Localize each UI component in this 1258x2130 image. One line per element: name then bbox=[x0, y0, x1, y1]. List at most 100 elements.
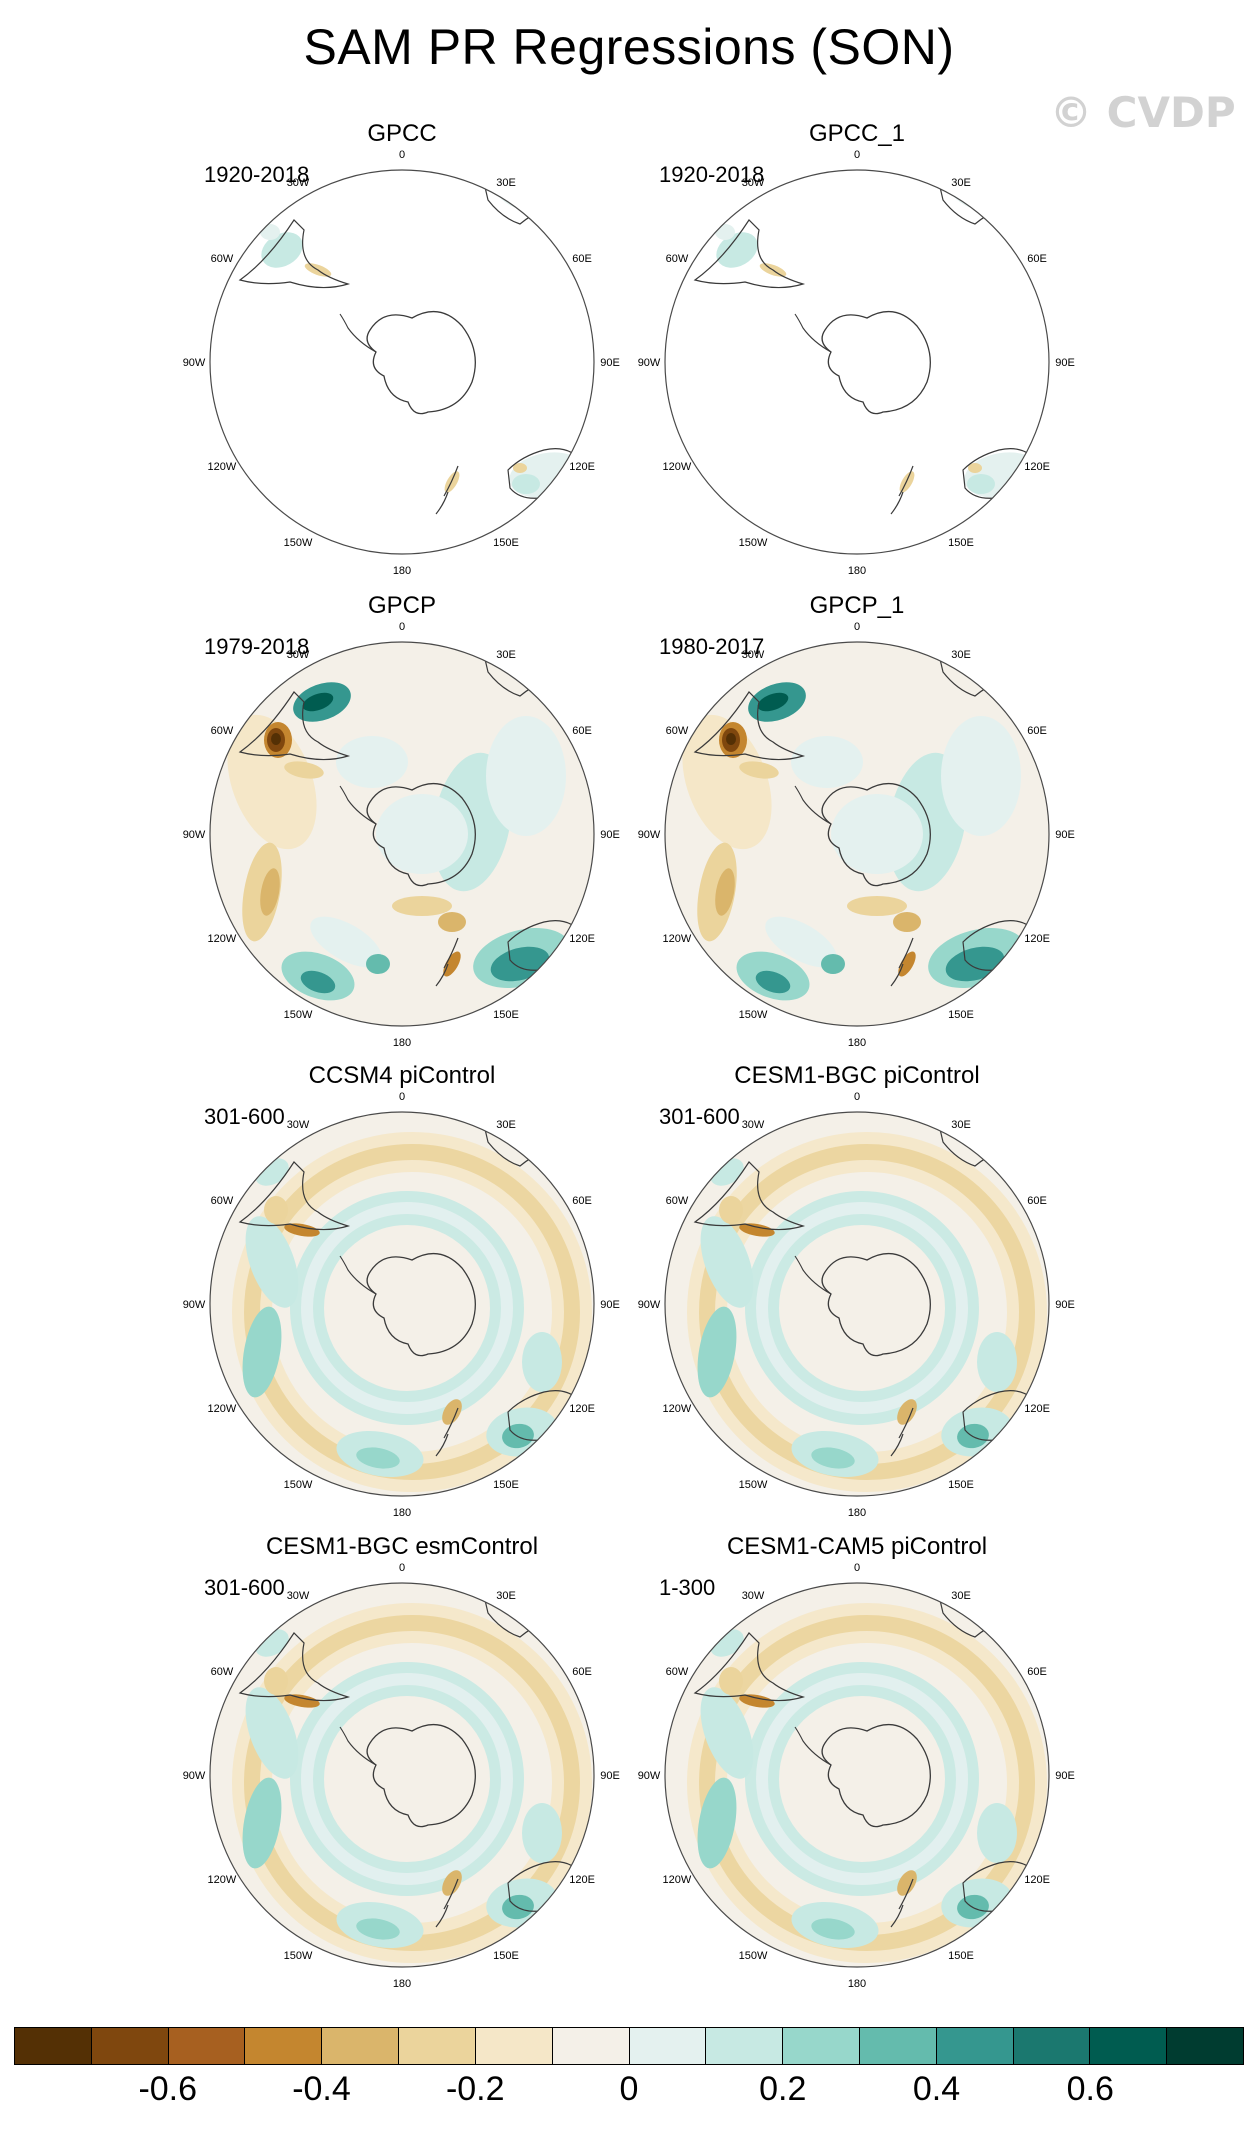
longitude-label: 30E bbox=[951, 177, 971, 189]
longitude-label: 180 bbox=[848, 1978, 866, 1990]
antarctica-outline bbox=[366, 1723, 476, 1828]
new-zealand-outline bbox=[890, 937, 914, 987]
panel-period: 301-600 bbox=[659, 1104, 740, 1129]
colorbar-box bbox=[936, 2028, 1014, 2064]
panel-title: GPCP bbox=[367, 592, 436, 619]
polar-stereographic-map: 0 30E 60E 90E 120E 150E 180 150W 120W 90W 60W 30W bbox=[183, 621, 620, 1049]
antarctica-outline bbox=[366, 782, 476, 887]
panel-title: GPCC_1 bbox=[808, 120, 906, 147]
panel-period: 301-600 bbox=[204, 1104, 285, 1129]
longitude-label: 90E bbox=[600, 1299, 620, 1311]
longitude-label: 90W bbox=[638, 1299, 661, 1311]
longitude-label: 120W bbox=[663, 1874, 692, 1886]
longitude-label: 60E bbox=[1027, 1195, 1047, 1207]
longitude-label: 60E bbox=[1027, 253, 1047, 265]
longitude-label: 30W bbox=[287, 1119, 310, 1131]
map-boundary bbox=[664, 641, 1050, 1027]
map-boundary bbox=[209, 641, 595, 1027]
longitude-label: 90W bbox=[638, 1770, 661, 1782]
new-zealand-outline bbox=[890, 1878, 914, 1928]
longitude-label: 60E bbox=[1027, 1666, 1047, 1678]
longitude-label: 0 bbox=[399, 1091, 405, 1103]
new-zealand-outline bbox=[435, 465, 459, 515]
longitude-label: 120W bbox=[663, 933, 692, 945]
longitude-label: 120E bbox=[569, 1403, 595, 1415]
longitude-label: 0 bbox=[854, 1562, 860, 1574]
longitude-label: 60W bbox=[666, 253, 689, 265]
longitude-label: 0 bbox=[399, 1562, 405, 1574]
cvdp-watermark: © CVDP bbox=[1050, 88, 1236, 137]
south-america-outline bbox=[693, 1632, 806, 1702]
longitude-label: 150E bbox=[493, 1950, 519, 1962]
map-boundary bbox=[209, 1582, 595, 1968]
longitude-label: 90E bbox=[1055, 1770, 1075, 1782]
map-panel: GPCC_1 1920-2018 0 30E 60E 90E 120E 150E 180 150W… bbox=[577, 120, 1137, 590]
panel-title: CESM1-BGC piControl bbox=[734, 1062, 980, 1089]
longitude-label: 150E bbox=[948, 537, 974, 549]
colorbar-box bbox=[91, 2028, 169, 2064]
longitude-label: 60W bbox=[666, 1666, 689, 1678]
polar-stereographic-map: 0 30E 60E 90E 120E 150E 180 150W 120W 90W 60W 30W bbox=[638, 149, 1075, 577]
longitude-label: 90W bbox=[183, 1770, 206, 1782]
longitude-label: 150W bbox=[739, 1479, 768, 1491]
polar-stereographic-map: 0 30E 60E 90E 120E 150E 180 150W 120W 90W 60W 30W bbox=[638, 621, 1075, 1049]
longitude-label: 60E bbox=[572, 1195, 592, 1207]
panel-title: CESM1-CAM5 piControl bbox=[726, 1533, 988, 1560]
longitude-label: 0 bbox=[854, 149, 860, 161]
longitude-label: 150E bbox=[948, 1950, 974, 1962]
page-title: SAM PR Regressions (SON) bbox=[303, 19, 955, 75]
precipitation-field bbox=[232, 1114, 592, 1492]
colorbar-tick-label: -0.6 bbox=[138, 2070, 198, 2108]
map-panel: GPCP_1 1980-2017 0 30E 60E 90E 120E 150E 180 150W… bbox=[577, 592, 1137, 1062]
south-america-outline bbox=[693, 691, 806, 761]
new-zealand-outline bbox=[435, 937, 459, 987]
longitude-label: 30E bbox=[951, 649, 971, 661]
longitude-label: 90E bbox=[600, 829, 620, 841]
antarctica-outline bbox=[821, 310, 931, 415]
map-panel: CESM1-CAM5 piControl 1-300 0 30E 60E 90E 120E 1… bbox=[577, 1533, 1137, 2003]
longitude-label: 120E bbox=[569, 933, 595, 945]
longitude-label: 60W bbox=[666, 725, 689, 737]
panel-title: CCSM4 piControl bbox=[308, 1062, 496, 1089]
map-boundary bbox=[664, 1582, 1050, 1968]
longitude-label: 180 bbox=[393, 1978, 411, 1990]
longitude-label: 120E bbox=[569, 461, 595, 473]
map-panel: CESM1-BGC piControl 301-600 0 30E 60E 90E 120E… bbox=[577, 1062, 1137, 1532]
longitude-label: 150E bbox=[948, 1009, 974, 1021]
longitude-label: 30W bbox=[742, 1590, 765, 1602]
map-panel: GPCC 1920-2018 0 30E 60E 90E 120E 150E 180 150W 12… bbox=[122, 120, 682, 590]
panel-period: 301-600 bbox=[204, 1575, 285, 1600]
longitude-label: 180 bbox=[848, 1507, 866, 1519]
longitude-label: 120W bbox=[208, 933, 237, 945]
south-america-outline bbox=[693, 1161, 806, 1231]
panel-period: 1980-2017 bbox=[659, 634, 765, 659]
longitude-label: 30W bbox=[742, 1119, 765, 1131]
longitude-label: 150E bbox=[493, 537, 519, 549]
longitude-label: 30E bbox=[496, 1119, 516, 1131]
colorbar-box bbox=[629, 2028, 707, 2064]
longitude-label: 180 bbox=[393, 1037, 411, 1049]
south-america-outline bbox=[238, 1632, 351, 1702]
longitude-label: 150W bbox=[284, 537, 313, 549]
colorbar-box bbox=[1090, 2028, 1168, 2064]
longitude-label: 60E bbox=[572, 725, 592, 737]
new-zealand-outline bbox=[890, 1407, 914, 1457]
longitude-label: 90E bbox=[600, 1770, 620, 1782]
longitude-label: 150W bbox=[284, 1479, 313, 1491]
polar-stereographic-map: 0 30E 60E 90E 120E 150E 180 150W 120W 90W 60W 30W bbox=[638, 1562, 1075, 1990]
longitude-label: 90E bbox=[1055, 1299, 1075, 1311]
colorbar-box bbox=[783, 2028, 860, 2064]
longitude-label: 90W bbox=[183, 829, 206, 841]
longitude-label: 90W bbox=[183, 357, 206, 369]
precipitation-field bbox=[667, 644, 1047, 1024]
antarctica-outline bbox=[821, 1252, 931, 1357]
longitude-label: 150W bbox=[739, 1950, 768, 1962]
antarctica-outline bbox=[821, 1723, 931, 1828]
colorbar-box bbox=[1013, 2028, 1091, 2064]
polar-stereographic-map: 0 30E 60E 90E 120E 150E 180 150W 120W 90W 60W 30W bbox=[638, 1091, 1075, 1519]
panel-period: 1920-2018 bbox=[659, 162, 765, 187]
south-america-outline bbox=[693, 219, 806, 289]
longitude-label: 120E bbox=[1024, 1403, 1050, 1415]
longitude-label: 120E bbox=[1024, 933, 1050, 945]
longitude-label: 60W bbox=[666, 1195, 689, 1207]
